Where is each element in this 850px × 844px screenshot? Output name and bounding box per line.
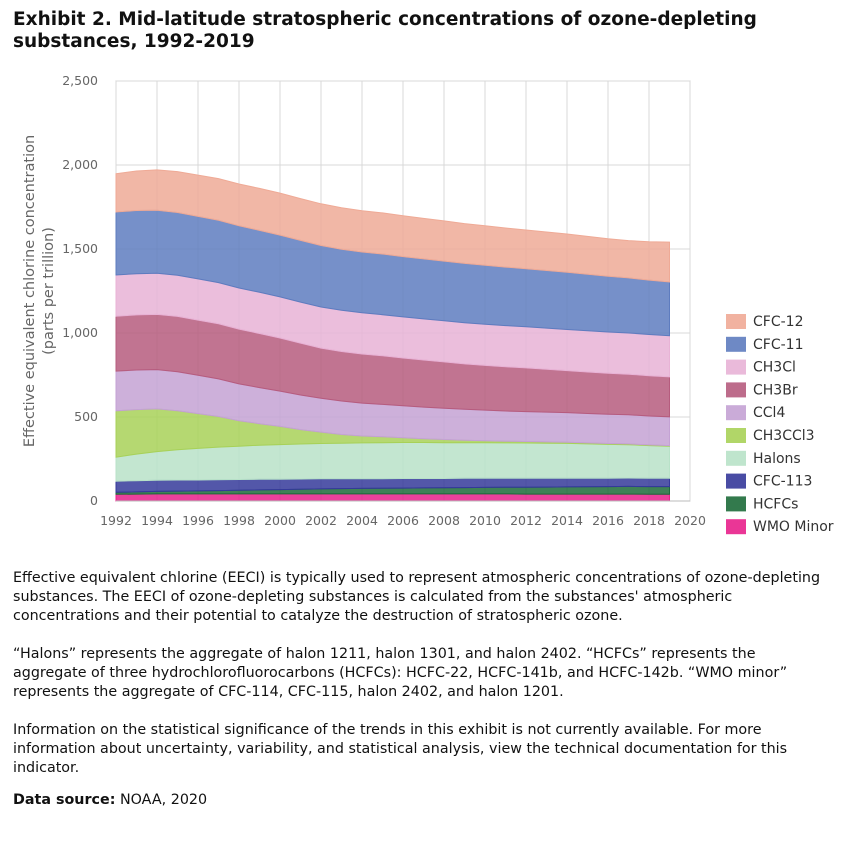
y-axis-title-line: (parts per trillion): [41, 227, 57, 355]
x-tick-label: 2002: [305, 513, 337, 528]
stacked-area-chart: 1992 1994 1996 1998 2000 2002 2004 2006 2008 2010…: [22, 73, 834, 540]
legend-label-ch3ccl3: CH3CCl3: [753, 428, 815, 444]
legend-swatch-ch3br: [726, 382, 746, 398]
data-source-label: Data source:: [13, 792, 116, 808]
area-wmo-minor: [115, 493, 670, 502]
chart-legend: CFC-12 CFC-11 CH3Cl CH3Br CCl4 CH3CCl3 Halons C…: [726, 314, 834, 535]
legend-swatch-cfc-113: [726, 473, 746, 489]
x-tick-label: 2012: [510, 513, 542, 528]
y-tick-label: 500: [74, 409, 98, 424]
note-statistics: Information on the statistical significa…: [13, 722, 788, 776]
legend-swatch-cfc-11: [726, 336, 746, 352]
y-tick-label: 1,500: [62, 241, 98, 256]
x-tick-label: 2008: [428, 513, 460, 528]
area-cfc-12: [115, 169, 670, 283]
y-axis-title: Effective equivalent chlorine concentrat…: [22, 135, 57, 447]
x-tick-label: 1992: [100, 513, 132, 528]
legend-swatch-wmo-minor: [726, 519, 746, 535]
x-tick-label: 1996: [182, 513, 214, 528]
x-tick-label: 2004: [346, 513, 378, 528]
data-source-value: NOAA, 2020: [119, 792, 208, 808]
y-tick-label: 2,000: [62, 157, 98, 172]
legend-swatch-ch3ccl3: [726, 428, 746, 443]
x-axis-title: Year: [387, 539, 418, 540]
legend-label-cfc-113: CFC-113: [753, 474, 812, 490]
chart-title: Exhibit 2. Mid-latitude stratospheric co…: [13, 9, 757, 52]
chart-notes: Effective equivalent chlorine (EECI) is …: [13, 569, 823, 797]
legend-label-ccl4: CCl4: [753, 405, 785, 421]
x-tick-label: 2006: [387, 513, 419, 528]
legend-swatch-halons: [726, 450, 746, 466]
legend-swatch-ch3cl: [726, 359, 746, 375]
legend-label-cfc-11: CFC-11: [753, 337, 803, 353]
y-tick-label: 0: [90, 493, 98, 508]
chart-axes: 1992 1994 1996 1998 2000 2002 2004 2006 2008 2010…: [22, 73, 706, 540]
y-axis-title-line: Effective equivalent chlorine concentrat…: [22, 135, 38, 447]
legend-label-ch3br: CH3Br: [753, 382, 798, 398]
note-eeci: Effective equivalent chlorine (EECI) is …: [13, 570, 821, 624]
legend-label-ch3cl: CH3Cl: [753, 360, 796, 376]
legend-swatch-cfc-12: [726, 314, 746, 329]
legend-label-cfc-12: CFC-12: [753, 314, 803, 330]
x-tick-label: 2010: [469, 513, 501, 528]
note-definitions: “Halons” represents the aggregate of hal…: [13, 646, 788, 700]
x-tick-label: 2018: [633, 513, 665, 528]
legend-swatch-hcfcs: [726, 496, 746, 512]
x-tick-label: 2000: [264, 513, 296, 528]
x-tick-label: 1994: [141, 513, 173, 528]
data-source: Data source: NOAA, 2020: [13, 792, 207, 808]
x-tick-label: 2014: [551, 513, 583, 528]
legend-label-halons: Halons: [753, 451, 801, 467]
chart-areas: [115, 169, 670, 502]
legend-label-wmo-minor: WMO Minor: [753, 519, 834, 535]
x-tick-label: 1998: [223, 513, 255, 528]
y-tick-label: 1,000: [62, 325, 98, 340]
legend-label-hcfcs: HCFCs: [753, 496, 798, 512]
x-tick-label: 2020: [674, 513, 706, 528]
x-tick-label: 2016: [592, 513, 624, 528]
legend-swatch-ccl4: [726, 405, 746, 421]
y-tick-label: 2,500: [62, 73, 98, 88]
